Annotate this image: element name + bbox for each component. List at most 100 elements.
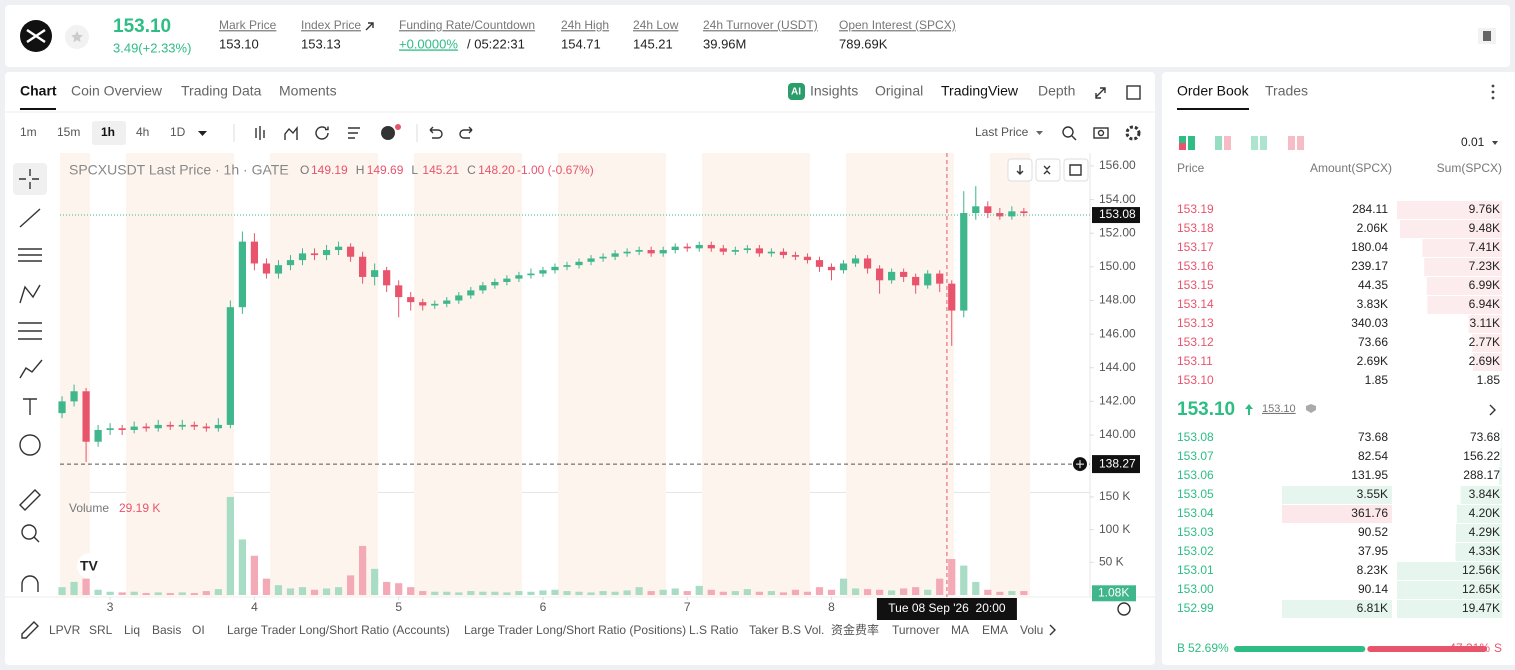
settings-icon[interactable] [1125,125,1141,141]
more-dot[interactable] [1491,84,1495,88]
view-tab[interactable]: TradingView [941,83,1019,99]
interval[interactable]: 1D [170,125,186,139]
candle-body [839,263,848,271]
volume-bar [106,591,114,595]
indicator[interactable]: Liq [124,623,140,637]
indicator[interactable]: Volu [1020,623,1043,637]
redo-icon[interactable] [459,126,473,139]
ob-sum: 12.56K [1462,563,1500,577]
y-tick-label: 152.00 [1099,225,1136,239]
indicator-icon[interactable] [284,126,298,140]
snapshot-icon[interactable] [1093,127,1109,139]
interval[interactable]: 15m [57,125,80,139]
tick-caret[interactable] [1492,141,1498,145]
pattern-tool[interactable] [19,284,41,304]
view-both[interactable] [1179,136,1195,150]
undo-icon[interactable] [429,126,443,139]
ob-amount: 90.52 [1358,525,1388,539]
interval-dropdown[interactable] [198,131,207,136]
indicator[interactable]: 资金费率 [831,622,879,637]
interval-selected [92,121,126,145]
fib-tool[interactable] [18,322,42,340]
search-icon[interactable] [1062,126,1074,138]
ob-tab[interactable]: Trades [1265,83,1308,99]
view-grouped[interactable] [1288,136,1304,150]
ob-tab[interactable]: Order Book [1177,83,1250,99]
candle-body [683,246,691,249]
more-dot [1491,96,1495,100]
indicator[interactable]: SRL [89,623,113,637]
line-tool[interactable] [19,208,41,228]
mid-arrow[interactable] [1489,404,1496,416]
emoji-tool[interactable] [19,434,41,456]
candle-body [563,265,571,267]
indicator[interactable]: LPVR [49,623,81,637]
indicator[interactable]: Turnover [892,623,940,637]
external-icon [365,22,374,31]
stat-label: Mark Price [219,18,277,32]
view-tab[interactable]: Original [875,83,923,99]
template-icon[interactable] [348,127,360,139]
view-bids[interactable] [1215,136,1222,150]
sell-ratio: 47.31% [1449,641,1490,655]
zoom-tool[interactable] [21,524,37,540]
indicator[interactable]: MA [951,623,969,637]
stat-label: Index Price [301,18,361,32]
tab[interactable]: Chart [20,83,57,99]
tick-size[interactable]: 0.01 [1461,135,1485,149]
tab[interactable]: Coin Overview [71,83,163,99]
tab[interactable]: Trading Data [181,83,262,99]
y-tick-label: 144.00 [1099,360,1136,374]
candle-body [286,260,295,266]
ob-price: 153.10 [1177,373,1214,387]
volume-bar [202,591,210,595]
indicator-scroll[interactable] [1049,624,1056,636]
text-tool[interactable] [23,398,37,415]
channel-tool[interactable] [18,248,42,262]
axis-settings[interactable] [1117,602,1131,616]
expand-icon[interactable] [1095,87,1106,99]
ob-amount: 340.03 [1351,316,1388,330]
indicator[interactable]: Large Trader Long/Short Ratio (Accounts) [227,623,450,637]
session-band [60,153,90,597]
price-type-caret[interactable] [1036,131,1043,135]
candle-type-icon[interactable] [255,126,265,140]
indicator[interactable]: EMA [982,623,1008,637]
indicator[interactable]: L.S Ratio [689,623,739,637]
volume-bar [623,590,631,595]
window-icon[interactable] [1126,85,1141,100]
indicator[interactable]: OI [192,623,205,637]
y-tick-label: 140.00 [1099,427,1136,441]
interval[interactable]: 4h [136,125,149,139]
price-type[interactable]: Last Price [975,125,1029,139]
brush-tool[interactable] [19,359,43,379]
interval[interactable]: 1h [101,125,115,139]
interval[interactable]: 1m [20,125,37,139]
magnet-tool[interactable] [21,575,39,592]
view-tab[interactable]: Insights [810,83,858,99]
alert-icon[interactable] [381,126,395,140]
replay-icon[interactable] [315,126,329,140]
crosshair-tool[interactable] [19,169,39,189]
indicator[interactable]: Basis [152,623,181,637]
collapse-button[interactable] [1035,158,1061,182]
volume-bar [407,587,415,595]
volume-bar [791,589,800,595]
volume-bar [58,587,66,595]
maximize-button[interactable] [1063,158,1089,182]
view-asks[interactable] [1251,136,1267,150]
ruler-tool[interactable] [19,489,41,511]
indicator[interactable]: Large Trader Long/Short Ratio (Positions… [464,623,686,637]
ob-amount: 239.17 [1351,259,1388,273]
candle-body [154,424,162,429]
session-band [846,153,954,597]
last-price-label: 153.08 [1099,207,1136,221]
view-tab[interactable]: Depth [1038,83,1075,99]
ob-price: 153.14 [1177,297,1214,311]
indicator[interactable]: Taker B.S Vol. [749,623,824,637]
ohlc-key: H [356,163,365,177]
edit-tool[interactable] [21,621,39,639]
volume-bar [383,581,391,595]
volume-bar [359,545,367,595]
tab[interactable]: Moments [279,83,337,99]
